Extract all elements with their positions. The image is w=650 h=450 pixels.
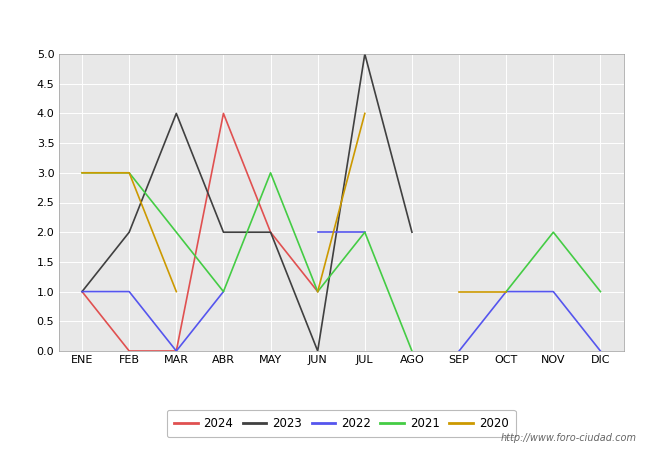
Text: Matriculaciones de Vehiculos en Ourol: Matriculaciones de Vehiculos en Ourol	[153, 14, 497, 32]
Text: http://www.foro-ciudad.com: http://www.foro-ciudad.com	[501, 433, 637, 443]
Legend: 2024, 2023, 2022, 2021, 2020: 2024, 2023, 2022, 2021, 2020	[167, 410, 515, 437]
